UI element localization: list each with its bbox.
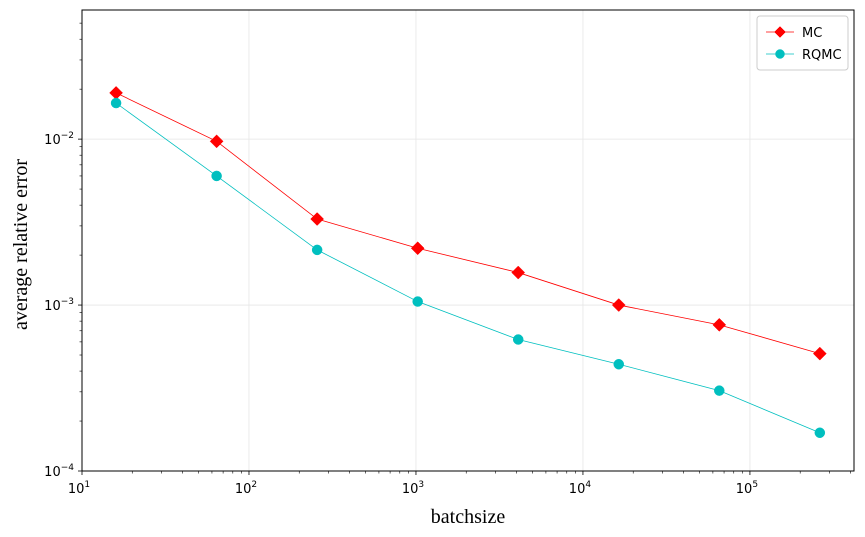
x-axis-ticks: 101 102 103 104 105 bbox=[68, 471, 758, 497]
x-axis-title: batchsize bbox=[431, 506, 506, 528]
x-tick-base: 10 bbox=[235, 482, 252, 497]
y-tick-base: 10 bbox=[44, 465, 61, 480]
series-rqmc bbox=[110, 97, 826, 439]
minor-ticks bbox=[79, 22, 851, 474]
x-tick-label: 101 bbox=[68, 480, 90, 497]
series-line-rqmc bbox=[115, 102, 820, 434]
x-tick-exponent: 3 bbox=[418, 480, 424, 490]
data-point-rqmc bbox=[613, 358, 625, 370]
x-tick-base: 10 bbox=[402, 482, 419, 497]
y-axis-title: average relative error bbox=[10, 159, 32, 330]
legend-marker bbox=[775, 49, 785, 59]
x-tick-base: 10 bbox=[68, 482, 85, 497]
series-mc bbox=[109, 86, 827, 361]
x-tick-exponent: 4 bbox=[585, 480, 591, 490]
plot-area-frame bbox=[81, 9, 855, 472]
data-point-mc bbox=[611, 298, 626, 312]
y-tick-exponent: −3 bbox=[61, 297, 74, 307]
data-point-mc bbox=[310, 212, 325, 226]
y-tick-exponent: −2 bbox=[61, 131, 74, 141]
legend: MC RQMC bbox=[756, 15, 849, 71]
data-point-mc bbox=[109, 86, 123, 100]
x-tick-label: 105 bbox=[736, 480, 758, 497]
legend-marker bbox=[774, 26, 786, 38]
data-point-rqmc bbox=[412, 296, 423, 307]
y-tick-exponent: −4 bbox=[61, 463, 75, 473]
legend-entry-rqmc: RQMC bbox=[766, 48, 842, 63]
y-tick-label: 10−4 bbox=[44, 463, 74, 480]
y-tick-label: 10−2 bbox=[44, 131, 74, 148]
legend-label: MC bbox=[802, 26, 822, 41]
grid-lines bbox=[81, 10, 854, 472]
x-tick-label: 103 bbox=[402, 480, 424, 497]
data-point-rqmc bbox=[211, 170, 222, 182]
data-point-rqmc bbox=[714, 385, 725, 396]
y-tick-base: 10 bbox=[44, 299, 61, 314]
legend-entry-mc: MC bbox=[766, 26, 822, 41]
legend-label: RQMC bbox=[802, 48, 842, 63]
data-point-rqmc bbox=[814, 427, 826, 439]
data-point-mc bbox=[712, 317, 727, 332]
series-layer bbox=[109, 86, 827, 439]
x-tick-base: 10 bbox=[736, 482, 753, 497]
x-tick-label: 102 bbox=[235, 480, 257, 497]
data-point-mc bbox=[209, 134, 224, 149]
series-line-mc bbox=[115, 92, 820, 354]
data-point-rqmc bbox=[311, 244, 323, 256]
y-tick-base: 10 bbox=[44, 133, 61, 148]
data-point-mc bbox=[410, 241, 425, 256]
x-tick-exponent: 1 bbox=[84, 480, 90, 490]
x-tick-exponent: 2 bbox=[251, 480, 257, 490]
y-tick-label: 10−3 bbox=[44, 297, 74, 314]
data-point-mc bbox=[511, 265, 526, 280]
y-axis-ticks: 10−410−310−2 bbox=[44, 131, 82, 480]
data-point-mc bbox=[812, 346, 827, 361]
x-tick-exponent: 5 bbox=[752, 480, 758, 490]
x-tick-base: 10 bbox=[569, 482, 586, 497]
data-point-rqmc bbox=[512, 334, 524, 345]
x-tick-label: 104 bbox=[569, 480, 592, 497]
data-point-rqmc bbox=[110, 97, 122, 109]
